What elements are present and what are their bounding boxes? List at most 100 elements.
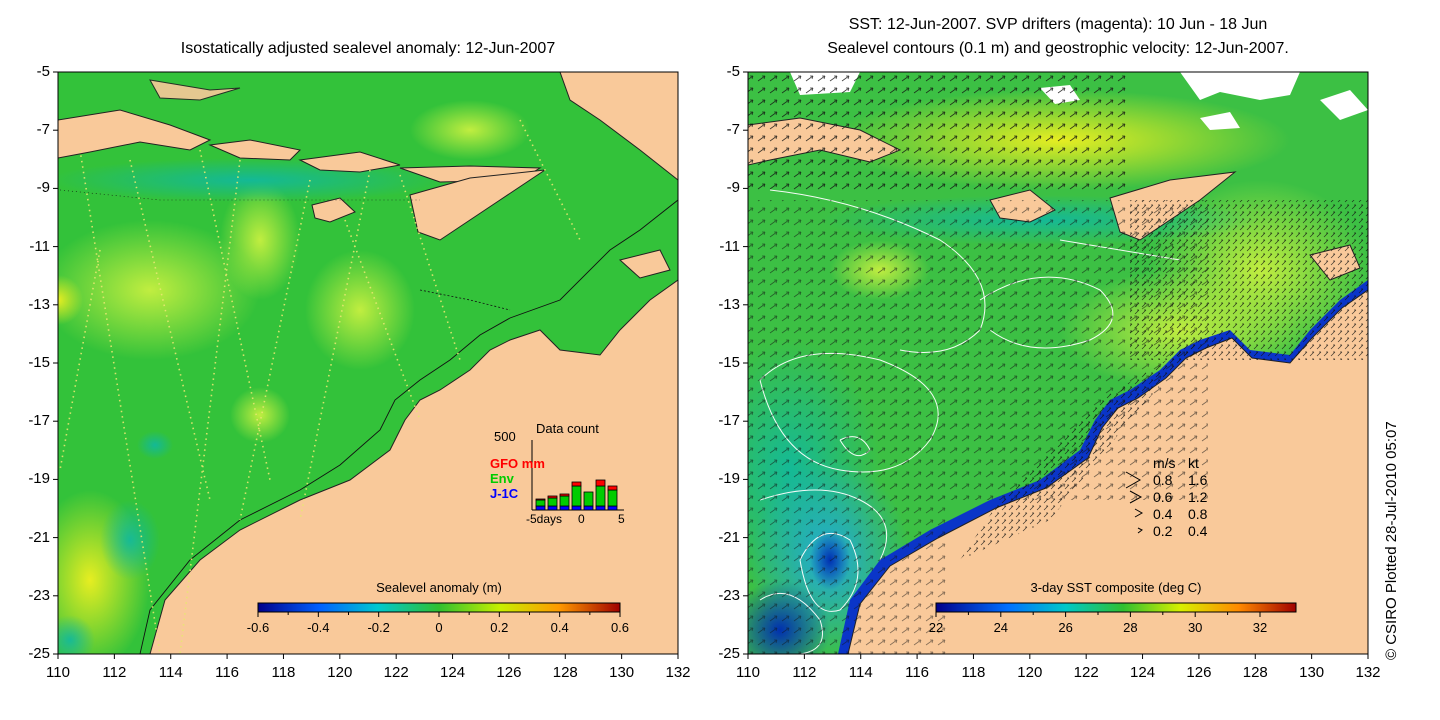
velocity-legend-kt-2: 1.2 — [1188, 489, 1208, 505]
sealevel-colorbar-tick: 0.4 — [550, 620, 569, 635]
sst-colorbar-tick: 28 — [1123, 620, 1138, 635]
data-count-bar — [559, 495, 570, 507]
sst-colorbar — [935, 602, 1297, 613]
velocity-legend-ms-1: 0.8 — [1153, 472, 1173, 488]
data-count-bar — [583, 505, 594, 511]
sealevel-colorbar-tick: 0.2 — [490, 620, 509, 635]
data-count-ymax: 500 — [494, 429, 516, 444]
sst-colorbar-title: 3-day SST composite (deg C) — [1030, 580, 1202, 595]
left-x-tick-label: 118 — [271, 664, 296, 681]
data-count-bar — [583, 491, 594, 507]
data-count-bar — [607, 505, 618, 511]
sealevel-colorbar-tick: 0.6 — [610, 620, 630, 635]
data-count-series-j1c: J-1C — [490, 486, 519, 501]
sealevel-colorbar-tick: -0.2 — [367, 620, 390, 635]
sealevel-colorbar — [257, 602, 621, 613]
sst-colorbar-tick: 22 — [928, 620, 944, 635]
data-count-bar — [535, 499, 546, 507]
left-x-tick-label: 126 — [496, 664, 522, 681]
velocity-legend-header-kt: kt — [1188, 455, 1199, 471]
data-count-bar — [571, 481, 582, 487]
left-y-tick-label: -5 — [36, 63, 50, 80]
data-count-bar — [547, 497, 558, 507]
left-x-tick-label: 110 — [46, 664, 70, 681]
data-count-bar — [595, 485, 606, 507]
sealevel-colorbar-tick: -0.4 — [307, 620, 330, 635]
left-map-title: Isostatically adjusted sealevel anomaly:… — [180, 40, 556, 57]
data-count-bar — [535, 498, 546, 501]
data-count-bar — [607, 489, 618, 507]
left-x-tick-label: 112 — [102, 664, 127, 681]
left-x-tick-label: 120 — [327, 664, 353, 681]
data-count-bar — [535, 505, 546, 511]
velocity-legend-ms-2: 0.6 — [1153, 489, 1173, 505]
left-x-tick-label: 122 — [383, 664, 409, 681]
data-count-inset — [531, 440, 624, 511]
right-x-tick-label: 126 — [1186, 664, 1212, 681]
left-x-tick-label: 114 — [158, 664, 183, 681]
data-count-bar — [547, 505, 558, 511]
left-y-tick-label: -19 — [28, 470, 50, 488]
data-count-x-zero: 0 — [578, 512, 585, 526]
left-x-tick-label: 132 — [665, 664, 691, 681]
data-count-x-end: 5 — [618, 512, 625, 526]
data-count-bar — [595, 505, 606, 511]
left-y-tick-label: -11 — [29, 237, 50, 255]
right-y-tick-label: -23 — [718, 586, 740, 604]
right-x-tick-label: 130 — [1299, 664, 1325, 681]
data-count-bar — [571, 485, 582, 507]
right-y-tick-label: -15 — [718, 354, 740, 371]
left-y-tick-label: -21 — [28, 528, 50, 546]
right-y-tick-label: -17 — [718, 412, 740, 430]
data-count-bar — [595, 479, 606, 487]
right-y-tick-label: -13 — [718, 295, 740, 313]
sealevel-colorbar-tick: -0.6 — [246, 620, 270, 635]
velocity-legend-kt-1: 1.6 — [1188, 472, 1208, 488]
right-x-tick-label: 110 — [736, 664, 760, 681]
left-y-tick-label: -15 — [28, 354, 50, 371]
right-x-tick-label: 114 — [848, 664, 873, 681]
data-count-bar — [547, 495, 558, 499]
sst-colorbar-tick: 32 — [1252, 620, 1268, 635]
right-x-tick-label: 118 — [961, 664, 986, 681]
right-y-tick-label: -21 — [718, 528, 740, 546]
sealevel-colorbar-tick: 0 — [435, 620, 443, 635]
right-x-tick-label: 112 — [792, 664, 817, 681]
data-count-bar — [607, 485, 618, 491]
data-count-title: Data count — [536, 421, 599, 436]
right-y-tick-label: -7 — [726, 121, 740, 139]
velocity-legend-ms-4: 0.2 — [1153, 523, 1173, 539]
right-x-tick-label: 124 — [1130, 664, 1156, 681]
right-y-tick-label: -9 — [726, 179, 740, 197]
velocity-legend-kt-4: 0.4 — [1188, 523, 1208, 539]
velocity-legend-ms-3: 0.4 — [1153, 506, 1173, 522]
credit-text: © CSIRO Plotted 28-Jul-2010 05:07 — [1383, 421, 1400, 660]
right-x-tick-label: 120 — [1017, 664, 1043, 681]
data-count-bar — [559, 493, 570, 497]
right-map-title-line2: Sealevel contours (0.1 m) and geostrophi… — [827, 40, 1289, 57]
right-x-tick-label: 116 — [905, 664, 930, 681]
data-count-x-start: -5days — [526, 512, 563, 526]
velocity-legend-kt-3: 0.8 — [1188, 506, 1208, 522]
velocity-legend-arrows — [1125, 471, 1144, 534]
left-x-tick-label: 128 — [552, 664, 578, 681]
left-y-tick-label: -13 — [28, 295, 50, 313]
sealevel-map — [58, 72, 678, 654]
left-x-tick-label: 116 — [215, 664, 240, 681]
right-y-tick-label: -19 — [718, 470, 740, 488]
right-map-title-line1: SST: 12-Jun-2007. SVP drifters (magenta)… — [848, 16, 1268, 33]
right-y-tick-label: -5 — [726, 63, 740, 80]
sst-colorbar-tick: 26 — [1058, 620, 1073, 635]
right-y-tick-label: -11 — [719, 237, 740, 255]
left-y-tick-label: -9 — [36, 179, 50, 197]
right-x-tick-label: 128 — [1242, 664, 1268, 681]
left-x-tick-label: 124 — [440, 664, 466, 681]
left-x-tick-label: 130 — [609, 664, 635, 681]
data-count-bar — [571, 505, 582, 511]
data-count-series-env: Env — [490, 471, 514, 486]
left-y-tick-label: -7 — [36, 121, 50, 139]
left-y-tick-label: -25 — [28, 645, 50, 662]
right-x-tick-label: 122 — [1073, 664, 1099, 681]
data-count-bar — [559, 505, 570, 511]
